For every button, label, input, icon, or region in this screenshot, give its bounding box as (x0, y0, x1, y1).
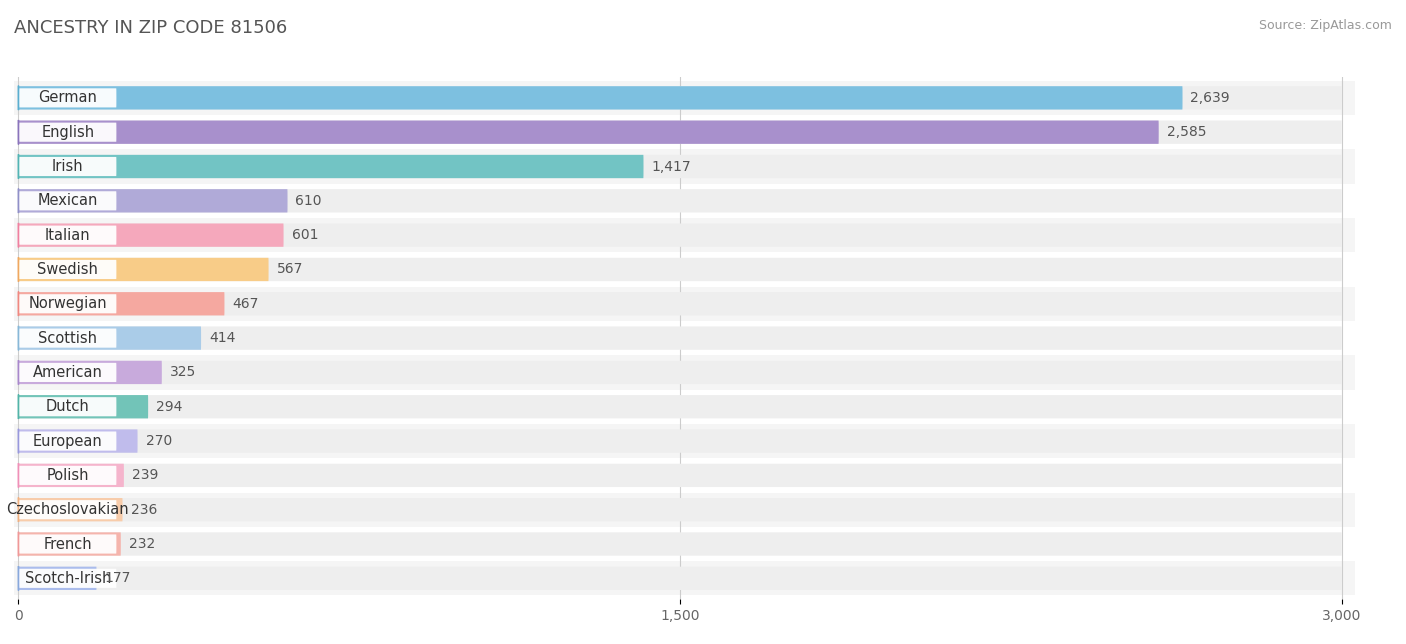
FancyBboxPatch shape (18, 533, 1341, 556)
FancyBboxPatch shape (18, 258, 269, 281)
Text: 467: 467 (232, 297, 259, 311)
Text: 414: 414 (209, 331, 235, 345)
FancyBboxPatch shape (6, 184, 1355, 218)
FancyBboxPatch shape (20, 122, 117, 142)
FancyBboxPatch shape (6, 252, 1355, 287)
Text: Irish: Irish (52, 159, 84, 174)
FancyBboxPatch shape (6, 390, 1355, 424)
FancyBboxPatch shape (6, 115, 1355, 149)
Text: American: American (32, 365, 103, 380)
FancyBboxPatch shape (18, 120, 1341, 144)
FancyBboxPatch shape (18, 155, 1341, 178)
FancyBboxPatch shape (20, 225, 117, 245)
FancyBboxPatch shape (18, 464, 124, 487)
FancyBboxPatch shape (6, 424, 1355, 459)
Text: Scottish: Scottish (38, 330, 97, 346)
Text: Dutch: Dutch (46, 399, 90, 414)
Text: 567: 567 (277, 263, 302, 276)
Text: Scotch-Irish: Scotch-Irish (25, 571, 111, 586)
FancyBboxPatch shape (18, 464, 1341, 487)
FancyBboxPatch shape (20, 260, 117, 279)
FancyBboxPatch shape (18, 223, 284, 247)
Text: French: French (44, 536, 93, 551)
Text: German: German (38, 90, 97, 106)
Text: 177: 177 (104, 571, 131, 585)
Text: Swedish: Swedish (38, 262, 98, 277)
Text: English: English (41, 125, 94, 140)
Text: Polish: Polish (46, 468, 89, 483)
Text: 294: 294 (156, 400, 183, 413)
FancyBboxPatch shape (18, 155, 644, 178)
FancyBboxPatch shape (18, 86, 1341, 109)
FancyBboxPatch shape (20, 535, 117, 554)
FancyBboxPatch shape (6, 321, 1355, 355)
FancyBboxPatch shape (20, 569, 117, 588)
FancyBboxPatch shape (6, 459, 1355, 493)
FancyBboxPatch shape (18, 120, 1159, 144)
Text: Mexican: Mexican (38, 193, 98, 208)
Text: 610: 610 (295, 194, 322, 208)
FancyBboxPatch shape (20, 328, 117, 348)
Text: ANCESTRY IN ZIP CODE 81506: ANCESTRY IN ZIP CODE 81506 (14, 19, 287, 37)
FancyBboxPatch shape (18, 430, 1341, 453)
FancyBboxPatch shape (20, 294, 117, 314)
FancyBboxPatch shape (18, 361, 1341, 384)
Text: European: European (32, 433, 103, 449)
Text: Italian: Italian (45, 227, 90, 243)
FancyBboxPatch shape (6, 561, 1355, 596)
Text: 239: 239 (132, 468, 159, 482)
FancyBboxPatch shape (18, 327, 1341, 350)
Text: 270: 270 (145, 434, 172, 448)
FancyBboxPatch shape (18, 189, 1341, 213)
FancyBboxPatch shape (20, 466, 117, 485)
FancyBboxPatch shape (6, 355, 1355, 390)
FancyBboxPatch shape (18, 567, 1341, 590)
FancyBboxPatch shape (6, 287, 1355, 321)
FancyBboxPatch shape (18, 258, 1341, 281)
FancyBboxPatch shape (20, 157, 117, 176)
FancyBboxPatch shape (18, 498, 1341, 522)
FancyBboxPatch shape (20, 397, 117, 416)
FancyBboxPatch shape (18, 498, 122, 522)
Text: Source: ZipAtlas.com: Source: ZipAtlas.com (1258, 19, 1392, 32)
FancyBboxPatch shape (18, 189, 288, 213)
Text: 325: 325 (170, 365, 195, 379)
FancyBboxPatch shape (6, 493, 1355, 527)
Text: 2,585: 2,585 (1167, 125, 1206, 139)
FancyBboxPatch shape (20, 431, 117, 451)
FancyBboxPatch shape (6, 149, 1355, 184)
FancyBboxPatch shape (20, 88, 117, 108)
FancyBboxPatch shape (18, 223, 1341, 247)
FancyBboxPatch shape (18, 292, 1341, 316)
FancyBboxPatch shape (18, 430, 138, 453)
FancyBboxPatch shape (20, 191, 117, 211)
Text: 2,639: 2,639 (1191, 91, 1230, 105)
FancyBboxPatch shape (18, 567, 97, 590)
FancyBboxPatch shape (18, 327, 201, 350)
FancyBboxPatch shape (18, 361, 162, 384)
Text: 236: 236 (131, 503, 157, 516)
Text: 232: 232 (129, 537, 155, 551)
Text: 601: 601 (291, 228, 318, 242)
FancyBboxPatch shape (20, 500, 117, 519)
FancyBboxPatch shape (6, 80, 1355, 115)
FancyBboxPatch shape (18, 86, 1182, 109)
FancyBboxPatch shape (18, 395, 148, 419)
FancyBboxPatch shape (18, 292, 225, 316)
Text: Czechoslovakian: Czechoslovakian (7, 502, 129, 517)
FancyBboxPatch shape (20, 363, 117, 382)
Text: 1,417: 1,417 (651, 160, 692, 173)
FancyBboxPatch shape (6, 527, 1355, 561)
FancyBboxPatch shape (6, 218, 1355, 252)
FancyBboxPatch shape (18, 395, 1341, 419)
Text: Norwegian: Norwegian (28, 296, 107, 311)
FancyBboxPatch shape (18, 533, 121, 556)
